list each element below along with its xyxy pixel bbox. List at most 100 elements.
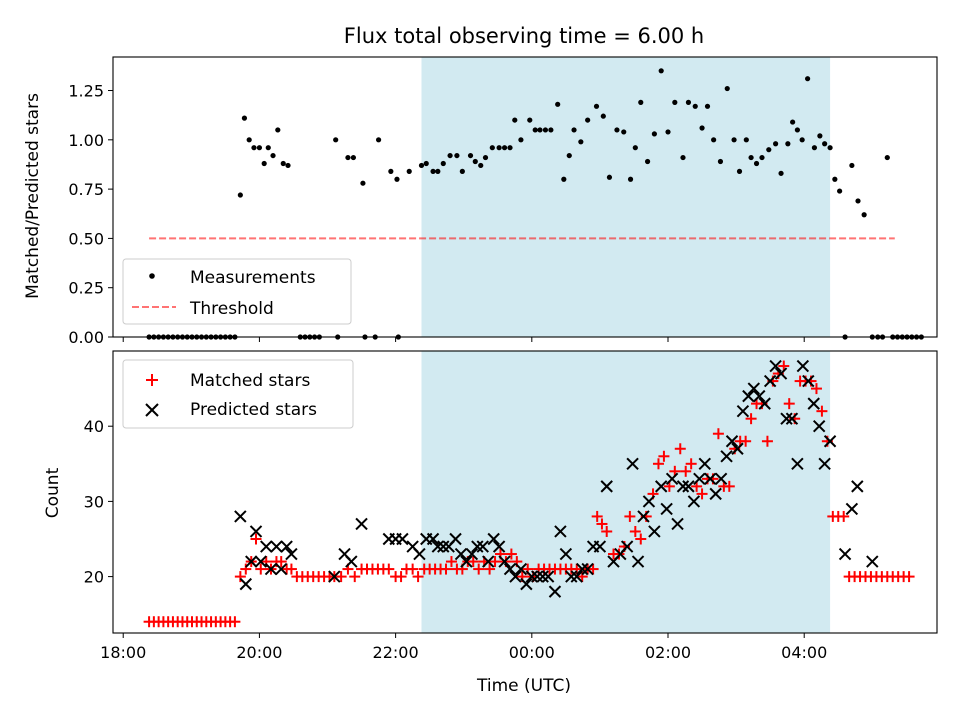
- legend-matched-marker: [146, 374, 158, 386]
- measurement-point: [423, 160, 429, 167]
- matched-point: [484, 563, 496, 575]
- matched-point: [629, 525, 641, 537]
- matched-point: [596, 518, 608, 530]
- matched-point: [407, 563, 419, 575]
- predicted-point: [637, 510, 650, 523]
- predicted-point: [431, 540, 445, 553]
- predicted-point: [285, 547, 298, 561]
- predicted-point: [345, 555, 358, 568]
- matched-point: [696, 488, 708, 500]
- matched-point: [685, 458, 697, 470]
- measurement-point: [482, 154, 489, 161]
- predicted-point: [736, 404, 750, 418]
- predicted-point: [665, 472, 679, 486]
- top-legend: Measurements Threshold: [122, 258, 352, 325]
- predicted-point: [812, 419, 826, 433]
- measurement-point: [685, 99, 692, 105]
- measurement-point: [884, 154, 890, 161]
- predicted-point: [704, 472, 717, 486]
- y-tick-label-0-2: 0.50: [68, 229, 104, 248]
- measurement-point: [440, 160, 446, 167]
- matched-point: [745, 413, 757, 425]
- y-tick-label-1-1: 30: [84, 492, 104, 511]
- predicted-point: [802, 374, 815, 388]
- predicted-point: [498, 555, 511, 568]
- measurement-point: [832, 176, 838, 182]
- predicted-point: [785, 412, 799, 425]
- predicted-point: [254, 555, 267, 568]
- predicted-point: [245, 555, 258, 568]
- predicted-point: [270, 540, 283, 553]
- predicted-point: [525, 570, 539, 583]
- measurement-point: [542, 127, 549, 133]
- x-axis-label: Time (UTC): [476, 676, 571, 696]
- predicted-point: [648, 525, 661, 538]
- legend-predicted-label: Predicted stars: [190, 400, 317, 420]
- legend-predicted-marker: [145, 403, 159, 417]
- matched-point: [285, 563, 297, 575]
- predicted-point: [774, 367, 788, 380]
- predicted-point: [520, 577, 533, 591]
- matched-point: [412, 571, 424, 583]
- predicted-point: [541, 570, 555, 583]
- predicted-point: [548, 585, 562, 598]
- y-tick-label-1-0: 20: [84, 568, 104, 587]
- measurement-point: [805, 76, 811, 82]
- matched-point: [489, 556, 501, 568]
- measurement-point: [692, 103, 698, 109]
- measurement-point: [822, 141, 828, 147]
- measurement-point: [799, 137, 805, 143]
- predicted-point: [593, 540, 607, 553]
- predicted-point: [454, 547, 468, 561]
- matched-point: [576, 571, 588, 583]
- matched-point: [505, 548, 517, 560]
- predicted-point: [626, 457, 639, 471]
- top-y-axis-label: Matched/Predicted stars: [23, 93, 43, 299]
- predicted-point: [471, 540, 484, 553]
- predicted-point: [747, 382, 761, 395]
- matched-point: [903, 571, 915, 583]
- observing-window-shade-bottom: [421, 351, 831, 633]
- measurement-point: [638, 99, 644, 105]
- measurement-point: [527, 117, 533, 123]
- predicted-point: [600, 480, 613, 493]
- measurement-point: [672, 99, 678, 105]
- measurement-point: [817, 133, 823, 139]
- top-panel: 0.00 0.25 0.50 0.75 1.00 1.25 Matched/Predict…: [23, 56, 938, 347]
- matched-point: [234, 571, 246, 583]
- measurement-point: [827, 145, 833, 151]
- predicted-point: [780, 412, 793, 425]
- matched-point: [467, 556, 479, 568]
- matched-point: [680, 465, 692, 477]
- predicted-point: [769, 359, 782, 373]
- matched-point: [587, 563, 599, 575]
- measurement-point: [759, 154, 765, 161]
- measurement-point: [548, 127, 554, 133]
- predicted-point: [720, 450, 733, 463]
- measurement-point: [459, 168, 465, 174]
- predicted-point: [709, 487, 722, 501]
- measurement-point: [861, 212, 867, 218]
- matched-point: [601, 525, 613, 537]
- measurement-point: [627, 176, 634, 182]
- measurement-point: [632, 145, 638, 151]
- x-tick-label-2: 22:00: [373, 643, 419, 662]
- measurement-point: [555, 101, 561, 107]
- matched-point: [783, 398, 795, 410]
- matched-point: [624, 510, 636, 522]
- bottom-y-axis-label: Count: [43, 467, 63, 518]
- predicted-point: [264, 562, 278, 576]
- measurement-point: [724, 85, 730, 92]
- predicted-point: [620, 540, 634, 553]
- measurement-point: [614, 127, 620, 133]
- measurement-point: [621, 129, 627, 135]
- predicted-point: [693, 472, 706, 486]
- predicted-point: [554, 525, 567, 538]
- predicted-point: [509, 570, 522, 583]
- measurement-point: [418, 162, 425, 169]
- measurement-point: [478, 162, 484, 169]
- measurement-point: [256, 145, 263, 151]
- measurement-point: [778, 170, 784, 176]
- measurement-point: [375, 137, 382, 143]
